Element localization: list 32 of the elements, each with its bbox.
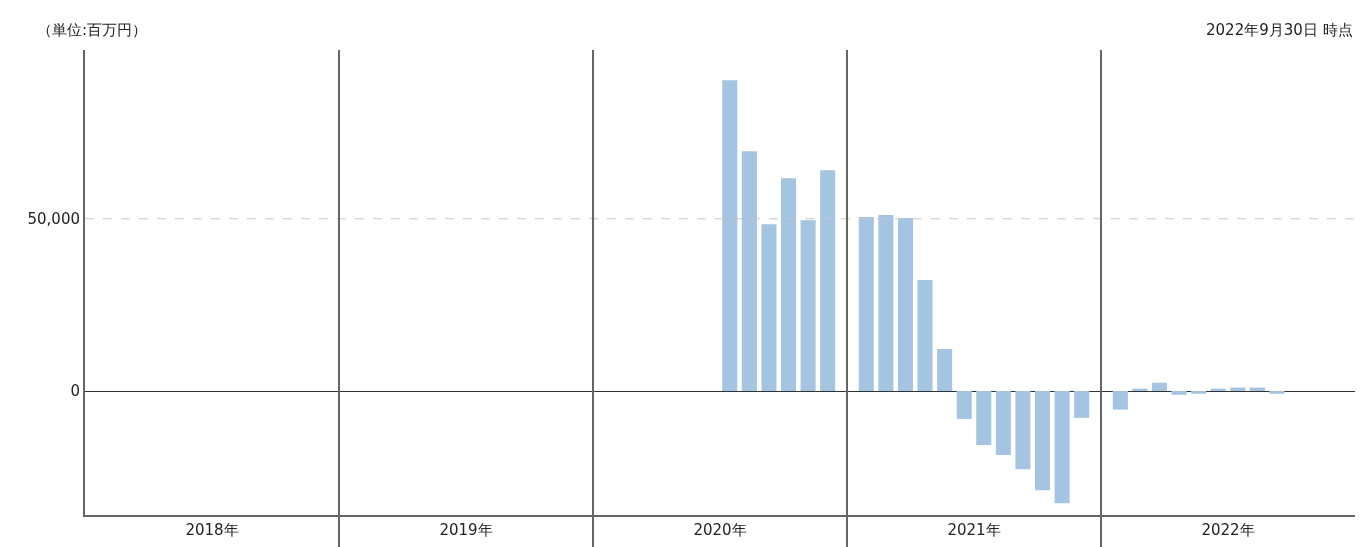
y-tick-label: 0 (70, 382, 80, 401)
bar (1054, 391, 1070, 504)
text: （単位:百万円） (37, 21, 148, 39)
bar (1151, 382, 1168, 391)
bar (878, 214, 894, 391)
bar (1015, 391, 1031, 470)
bar (1171, 391, 1187, 395)
y-tick-label: 50,000 (27, 210, 80, 229)
bar (741, 151, 757, 391)
bar (1074, 391, 1090, 418)
bar (1191, 391, 1207, 394)
bar (976, 391, 992, 446)
text: 2022年9月30日 時点 (1206, 21, 1353, 39)
x-tick-label: 2018年 (185, 521, 239, 539)
x-tick-label: 2019年 (439, 521, 493, 539)
bar (1112, 391, 1128, 410)
bar (722, 80, 738, 391)
bar (761, 224, 777, 391)
bar (917, 280, 933, 391)
bar (937, 348, 953, 391)
bar (1034, 391, 1051, 491)
x-tick-label: 2022年 (1201, 521, 1255, 539)
x-tick-label: 2020年 (693, 521, 747, 539)
bar (897, 218, 914, 391)
bar (956, 391, 972, 419)
bar (800, 220, 816, 391)
x-tick-label: 2021年 (947, 521, 1001, 539)
bar (820, 170, 836, 391)
bar (780, 178, 797, 391)
bar (858, 217, 874, 391)
bar (995, 391, 1011, 456)
bar (1269, 391, 1285, 394)
